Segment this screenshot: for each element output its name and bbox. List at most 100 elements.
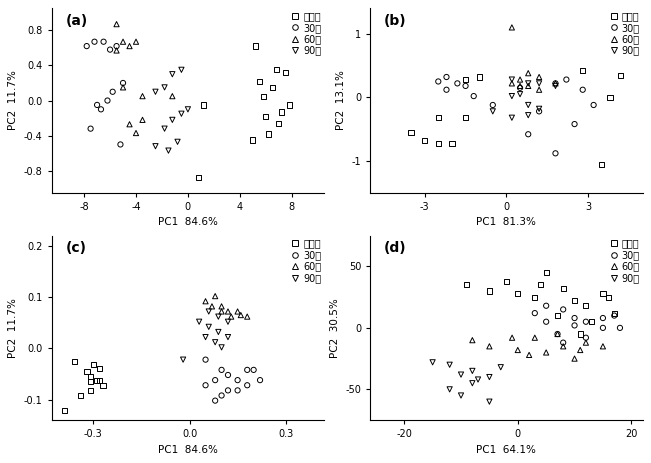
60天 (541, 349, 551, 356)
90天 (467, 380, 478, 387)
60天 (236, 311, 246, 319)
30天 (581, 334, 591, 341)
30天 (201, 356, 211, 363)
60天 (515, 76, 525, 83)
90天 (194, 318, 204, 325)
Y-axis label: PC2  11.7%: PC2 11.7% (8, 298, 18, 358)
30天 (589, 101, 599, 109)
对照组 (69, 357, 79, 365)
60天 (226, 313, 236, 320)
90天 (506, 76, 517, 83)
30天 (615, 324, 625, 332)
60天 (131, 129, 141, 137)
对照组 (605, 94, 615, 101)
对照组 (596, 161, 607, 168)
30天 (581, 318, 591, 325)
Text: (c): (c) (65, 241, 87, 255)
对照组 (462, 281, 472, 288)
60天 (242, 313, 253, 320)
对照组 (59, 407, 70, 414)
30天 (433, 78, 443, 85)
对照组 (85, 387, 95, 394)
30天 (115, 141, 126, 148)
对照组 (199, 101, 209, 109)
60天 (524, 351, 534, 359)
对照组 (85, 373, 95, 380)
60天 (232, 308, 243, 315)
60天 (484, 343, 495, 350)
对照组 (250, 43, 260, 50)
30天 (541, 302, 551, 309)
30天 (89, 38, 100, 45)
60天 (523, 69, 533, 77)
30天 (105, 46, 115, 53)
对照组 (474, 73, 484, 81)
90天 (495, 363, 506, 371)
30天 (441, 73, 452, 81)
60天 (512, 346, 523, 354)
对照组 (512, 290, 523, 297)
60天 (507, 334, 518, 341)
Y-axis label: PC2  11.7%: PC2 11.7% (8, 70, 18, 131)
90天 (484, 398, 495, 405)
30天 (570, 314, 580, 322)
60天 (506, 24, 517, 31)
30天 (223, 387, 233, 394)
对照组 (575, 330, 585, 338)
60天 (598, 343, 608, 350)
对照组 (433, 139, 443, 147)
90天 (488, 108, 498, 115)
90天 (173, 138, 183, 145)
90天 (159, 125, 170, 132)
30天 (460, 82, 471, 90)
对照组 (85, 378, 95, 385)
30天 (255, 376, 265, 384)
对照组 (535, 281, 546, 288)
对照组 (193, 174, 204, 181)
对照组 (254, 77, 264, 85)
对照组 (598, 290, 608, 297)
90天 (183, 106, 193, 113)
60天 (111, 20, 122, 28)
90天 (473, 376, 483, 383)
30天 (107, 88, 118, 95)
对照组 (76, 392, 86, 399)
90天 (163, 147, 174, 154)
60天 (124, 120, 135, 128)
对照组 (98, 382, 108, 389)
对照组 (577, 67, 588, 75)
30天 (523, 131, 533, 138)
对照组 (88, 361, 98, 369)
30天 (232, 376, 243, 384)
30天 (469, 93, 479, 100)
30天 (558, 339, 568, 346)
30天 (550, 80, 561, 87)
30天 (96, 106, 106, 113)
60天 (210, 293, 221, 300)
30天 (85, 125, 96, 132)
对照组 (94, 365, 105, 373)
30天 (570, 120, 580, 128)
对照组 (581, 302, 591, 309)
90天 (506, 114, 517, 121)
对照组 (406, 129, 416, 136)
对照组 (616, 71, 626, 79)
30天 (550, 150, 561, 157)
30天 (452, 80, 463, 87)
对照组 (460, 76, 471, 83)
对照组 (280, 69, 290, 76)
对照组 (273, 119, 284, 127)
对照组 (82, 368, 92, 375)
30天 (488, 101, 498, 109)
60天 (552, 330, 562, 338)
60天 (530, 334, 540, 341)
90天 (484, 373, 495, 381)
对照组 (447, 139, 457, 147)
30天 (561, 76, 572, 83)
90天 (176, 66, 187, 74)
90天 (204, 308, 214, 315)
90天 (445, 361, 455, 369)
90天 (201, 333, 211, 341)
90天 (534, 80, 544, 87)
90天 (178, 356, 188, 363)
